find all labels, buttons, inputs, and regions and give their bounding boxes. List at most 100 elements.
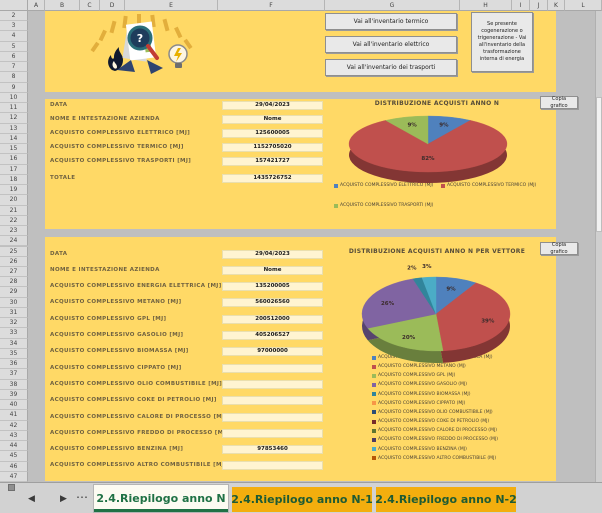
field-value-cell[interactable] [222,364,323,373]
legend-label: ACQUISTO COMPLESSIVO OLIO COMBUSTIBILE (… [378,409,493,415]
goto-cogeneration-inventory-button[interactable]: Se presente cogenerazione o trigenerazio… [471,12,533,72]
row-header-32[interactable]: 32 [0,318,28,329]
field-value-cell[interactable] [222,461,323,470]
row-header-13[interactable]: 13 [0,123,28,134]
tab-riepilogo-anno-n1[interactable]: 2.4.Riepilogo anno N-1 [231,487,373,512]
row-header-9[interactable]: 9 [0,82,28,93]
column-header-E[interactable]: E [125,0,218,11]
row-header-41[interactable]: 41 [0,410,28,421]
tab-nav-right-icon[interactable]: ▶ [60,494,67,504]
goto-electric-inventory-button[interactable]: Vai all'inventario elettrico [325,36,457,53]
row-header-11[interactable]: 11 [0,103,28,114]
tab-riepilogo-anno-n[interactable]: 2.4.Riepilogo anno N [94,485,228,512]
row-header-40[interactable]: 40 [0,400,28,411]
row-header-33[interactable]: 33 [0,328,28,339]
row-header-37[interactable]: 37 [0,369,28,380]
column-header-D[interactable]: D [100,0,125,11]
row-header-8[interactable]: 8 [0,72,28,83]
row-header-19[interactable]: 19 [0,185,28,196]
copy-chart2-button[interactable]: Copia grafico [540,242,578,255]
column-header-C[interactable]: C [80,0,100,11]
field-value-cell[interactable]: 560026560 [222,298,323,307]
row-header-35[interactable]: 35 [0,348,28,360]
field-value-cell[interactable]: 157421727 [222,157,323,166]
row-header-46[interactable]: 46 [0,461,28,472]
row-header-3[interactable]: 3 [0,21,28,32]
legend-item: ACQUISTO COMPLESSIVO CIPPATO (MJ) [372,401,465,406]
legend-swatch [372,392,376,397]
field-value-cell[interactable]: 29/04/2023 [222,250,323,259]
field-value-cell[interactable]: 125600005 [222,129,323,138]
field-value-cell[interactable]: 29/04/2023 [222,101,323,110]
row-header-6[interactable]: 6 [0,51,28,63]
tab-nav-more-icon[interactable]: … [76,487,88,501]
tab-scroll-grip[interactable] [8,484,15,491]
row-header-34[interactable]: 34 [0,338,28,349]
field-value-cell[interactable]: 97000000 [222,347,323,356]
row-header-15[interactable]: 15 [0,144,28,155]
row-header-28[interactable]: 28 [0,277,28,288]
row-header-38[interactable]: 38 [0,379,28,390]
field-value-cell[interactable]: 200512000 [222,315,323,324]
row-header-39[interactable]: 39 [0,389,28,401]
field-value-cell[interactable] [222,380,323,389]
row-header-21[interactable]: 21 [0,205,28,216]
column-header-J[interactable]: J [530,0,548,11]
row-header-4[interactable]: 4 [0,31,28,42]
row-header-29[interactable]: 29 [0,287,28,298]
copy-chart1-button[interactable]: Copia grafico [540,96,578,109]
column-header-K[interactable]: K [548,0,565,11]
legend-swatch [334,183,338,188]
row-header-31[interactable]: 31 [0,307,28,319]
row-header-43[interactable]: 43 [0,430,28,442]
row-header-30[interactable]: 30 [0,297,28,308]
row-header-14[interactable]: 14 [0,133,28,145]
field-value-cell[interactable] [222,413,323,422]
row-header-47[interactable]: 47 [0,471,28,482]
field-value-cell[interactable] [222,396,323,405]
row-header-5[interactable]: 5 [0,41,28,52]
field-value-cell[interactable]: 405206527 [222,331,323,340]
row-header-24[interactable]: 24 [0,236,28,247]
field-value-cell[interactable] [222,429,323,438]
row-header-12[interactable]: 12 [0,113,28,124]
column-header-I[interactable]: I [512,0,530,11]
column-header-G[interactable]: G [325,0,460,11]
column-header-L[interactable]: L [565,0,602,11]
tab-nav-left-icon[interactable]: ◀ [28,494,35,504]
row-header-36[interactable]: 36 [0,359,28,370]
row-header-10[interactable]: 10 [0,92,28,104]
row-header-27[interactable]: 27 [0,266,28,278]
row-header-25[interactable]: 25 [0,246,28,257]
field-value-cell[interactable]: 1152705020 [222,143,323,152]
field-value-cell[interactable]: 135200005 [222,282,323,291]
vertical-scrollbar[interactable] [595,11,602,482]
select-all-corner[interactable] [0,0,28,11]
row-header-20[interactable]: 20 [0,195,28,206]
row-header-16[interactable]: 16 [0,154,28,165]
field-value-cell[interactable]: Nome [222,266,323,275]
field-value-cell[interactable]: 1435726752 [222,174,323,183]
field-label: ACQUISTO COMPLESSIVO OLIO COMBUSTIBILE [… [50,381,223,387]
row-header-2[interactable]: 2 [0,11,28,22]
row-header-22[interactable]: 22 [0,215,28,227]
row-header-7[interactable]: 7 [0,62,28,73]
field-value-cell[interactable]: Nome [222,115,323,124]
column-header-H[interactable]: H [460,0,512,11]
field-value-cell[interactable]: 97853460 [222,445,323,454]
column-header-B[interactable]: B [45,0,80,11]
goto-transport-inventory-button[interactable]: Vai all'inventario dei trasporti [325,59,457,76]
column-header-F[interactable]: F [218,0,325,11]
tab-riepilogo-anno-n2[interactable]: 2.4.Riepilogo anno N-2 [375,487,517,512]
row-header-44[interactable]: 44 [0,441,28,452]
field-label: NOME E INTESTAZIONE AZIENDA [50,267,160,273]
row-header-23[interactable]: 23 [0,226,28,237]
goto-thermal-inventory-button[interactable]: Vai all'inventario termico [325,13,457,30]
row-header-26[interactable]: 26 [0,256,28,267]
column-header-A[interactable]: A [28,0,45,11]
row-header-45[interactable]: 45 [0,451,28,462]
vertical-scrollbar-thumb[interactable] [596,97,602,232]
row-header-17[interactable]: 17 [0,164,28,175]
row-header-42[interactable]: 42 [0,420,28,431]
row-header-18[interactable]: 18 [0,174,28,186]
